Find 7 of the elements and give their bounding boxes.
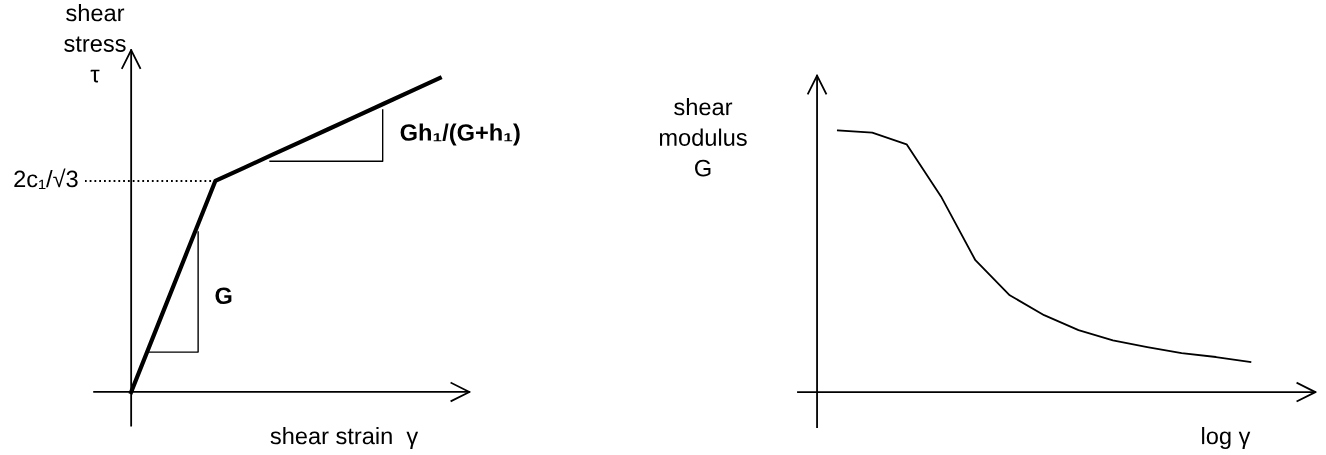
annotation: Gh₁/(G+h₁)	[400, 123, 520, 146]
y-axis-title: shear modulus G	[659, 98, 747, 177]
y-axis-title: shear stress τ	[64, 4, 126, 83]
annotation: G	[215, 287, 232, 305]
x-axis-title: log γ	[1202, 426, 1251, 449]
ref-line-label: 2c₁/√3	[14, 168, 78, 190]
x-axis-title: shear strain γ	[270, 426, 419, 449]
